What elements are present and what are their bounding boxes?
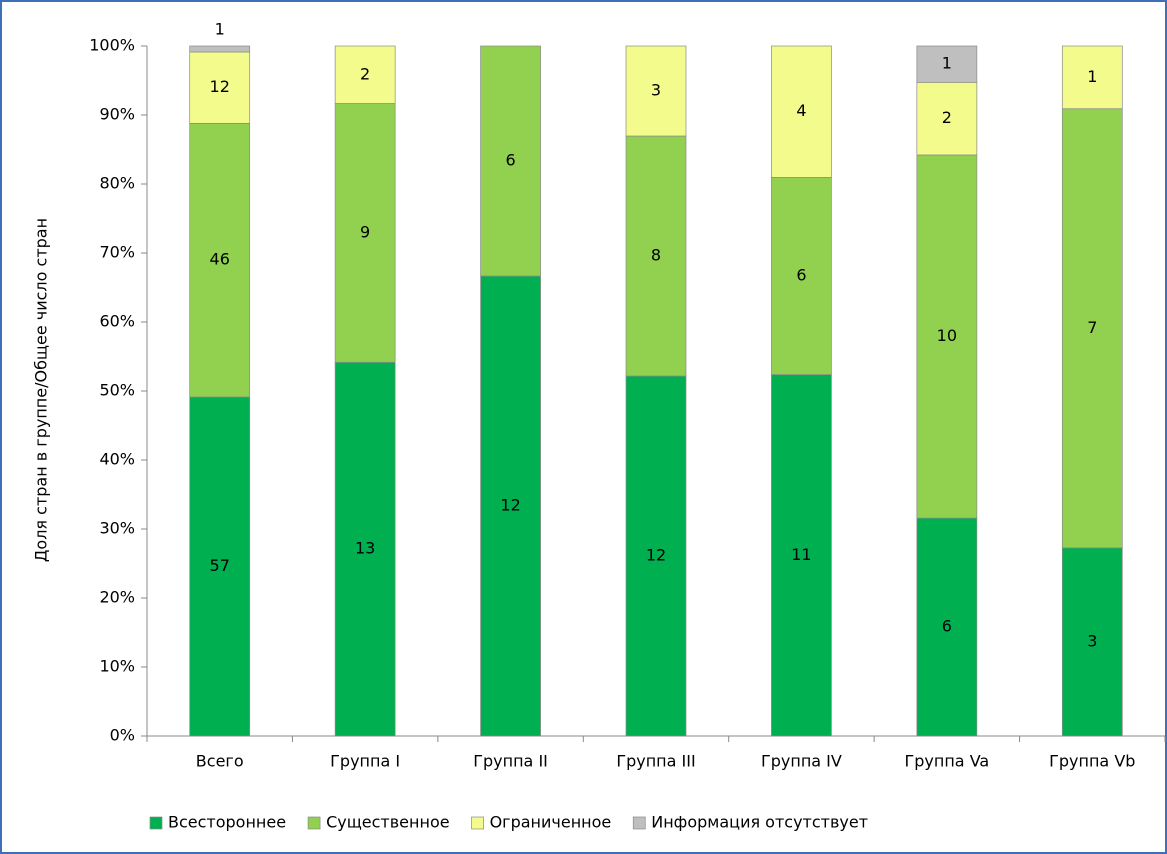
y-tick-label: 0% (110, 726, 135, 745)
y-tick-label: 80% (99, 174, 135, 193)
bar-segment (771, 374, 832, 737)
data-label: 12 (210, 77, 230, 96)
y-tick-label: 10% (99, 657, 135, 676)
bar-segment (189, 396, 251, 737)
bar-segment (189, 122, 251, 398)
y-tick-label: 100% (89, 36, 135, 55)
y-tick-label: 60% (99, 312, 135, 331)
bar-segment (916, 154, 978, 519)
data-label: 7 (1087, 318, 1097, 337)
legend-swatch (149, 816, 163, 830)
x-tick-label: Всего (196, 752, 244, 771)
y-tick-label: 20% (99, 588, 135, 607)
data-label: 8 (651, 246, 661, 265)
bar-segment (916, 517, 978, 737)
y-tick-label: 90% (99, 105, 135, 124)
bar-segment (1061, 45, 1123, 110)
data-label: 12 (500, 496, 520, 515)
data-label: 1 (942, 54, 952, 73)
bar-segment (334, 103, 396, 363)
data-label: 6 (796, 266, 806, 285)
bar-segment (480, 275, 541, 737)
data-label: 4 (796, 101, 806, 120)
x-tick-label: Группа I (330, 752, 400, 771)
data-label: 46 (210, 250, 230, 269)
bar-segment (625, 375, 687, 737)
data-label: 2 (942, 108, 952, 127)
bar-segment (625, 45, 687, 137)
bar-segment (916, 45, 978, 83)
x-tick-label: Группа III (616, 752, 695, 771)
legend-swatch (632, 816, 646, 830)
bar-segment (916, 81, 978, 156)
legend-label: Ограниченное (490, 813, 612, 832)
x-tick-label: Группа Va (905, 752, 990, 771)
legend-label: Всестороннее (168, 813, 286, 832)
data-label: 2 (360, 64, 370, 83)
bar-segment (1061, 108, 1123, 549)
data-label: 6 (942, 617, 952, 636)
y-tick-label: 30% (99, 519, 135, 538)
legend-label: Информация отсутствует (651, 813, 868, 832)
data-label: 11 (791, 545, 811, 564)
y-tick-label: 50% (99, 381, 135, 400)
data-label: 12 (646, 546, 666, 565)
data-label: 1 (1087, 67, 1097, 86)
data-label: 3 (651, 81, 661, 100)
x-tick-label: Группа IV (761, 752, 842, 771)
y-axis-label: Доля стран в группе/Общее число стран (32, 218, 51, 562)
legend-label: Существенное (326, 813, 450, 832)
bar-segment (625, 135, 687, 377)
legend-swatch (471, 816, 484, 830)
data-label: 10 (937, 326, 957, 345)
data-label: 3 (1087, 631, 1097, 650)
y-tick-label: 40% (99, 450, 135, 469)
bar-segment (334, 45, 396, 104)
data-label: 1 (215, 20, 225, 39)
y-tick-label: 70% (99, 243, 135, 262)
bar-segment (1061, 547, 1123, 737)
data-label: 13 (355, 539, 375, 558)
bar-segment (480, 45, 541, 277)
bar-segment (771, 45, 832, 178)
legend-swatch (307, 816, 321, 830)
x-tick-label: Группа Vb (1049, 752, 1135, 771)
x-tick-label: Группа II (473, 752, 548, 771)
data-label: 57 (210, 556, 230, 575)
data-label: 9 (360, 222, 370, 241)
data-label: 6 (505, 151, 515, 170)
bar-segment (189, 45, 251, 53)
